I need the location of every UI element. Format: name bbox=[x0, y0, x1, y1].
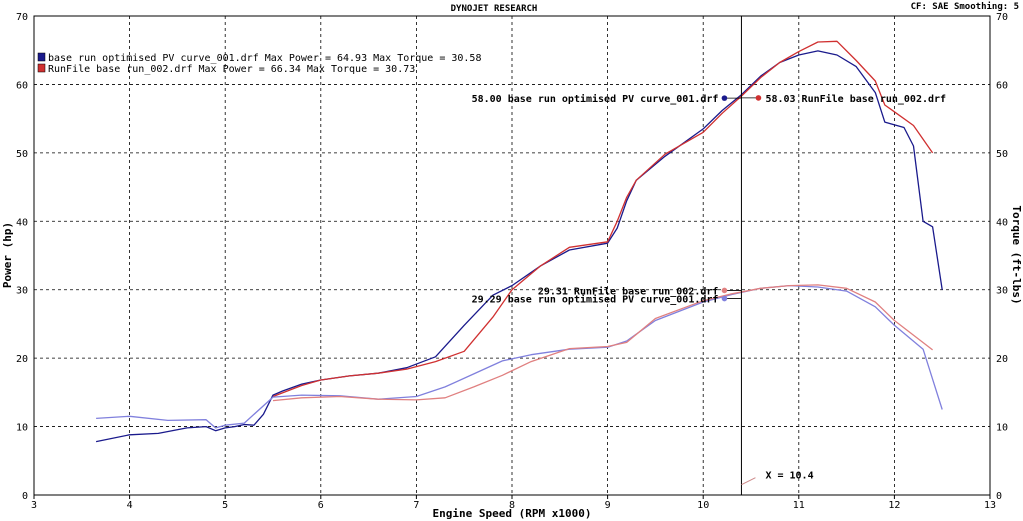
x-axis-label: Engine Speed (RPM x1000) bbox=[433, 507, 592, 520]
x-tick-label: 9 bbox=[605, 500, 611, 511]
y-tick-label-left: 0 bbox=[22, 491, 28, 502]
x-tick-label: 13 bbox=[984, 500, 996, 511]
x-tick-label: 7 bbox=[413, 500, 419, 511]
chart-settings: CF: SAE Smoothing: 5 bbox=[911, 1, 1019, 12]
y-tick-label-left: 70 bbox=[16, 12, 28, 23]
plot-area bbox=[33, 15, 991, 496]
y-tick-label-right: 50 bbox=[996, 149, 1008, 160]
readout-text: 29.31 RunFile base run_002.drf bbox=[538, 285, 719, 297]
readout-marker bbox=[721, 287, 728, 294]
y-tick-label-left: 10 bbox=[16, 423, 28, 434]
y-tick-label-left: 30 bbox=[16, 286, 28, 297]
y-tick-label-right: 10 bbox=[996, 423, 1008, 434]
readout-marker bbox=[721, 295, 728, 302]
y-tick-label-right: 20 bbox=[996, 354, 1008, 365]
x-tick-label: 8 bbox=[509, 500, 515, 511]
legend: base run optimised PV curve_001.drf Max … bbox=[37, 52, 481, 75]
y-tick-label-left: 60 bbox=[16, 80, 28, 91]
y-tick-label-right: 0 bbox=[996, 491, 1002, 502]
x-tick-label: 3 bbox=[31, 500, 37, 511]
series-line-torque-base-run bbox=[96, 284, 943, 429]
legend-swatch bbox=[37, 63, 46, 73]
series-lines bbox=[95, 40, 943, 443]
series-line-power-base-run bbox=[95, 50, 943, 443]
x-tick-label: 4 bbox=[127, 500, 133, 511]
x-tick-label: 12 bbox=[888, 500, 900, 511]
x-tick-label: 10 bbox=[697, 500, 709, 511]
cursor-label: X = 10.4 bbox=[765, 471, 813, 482]
chart-title: DYNOJET RESEARCH bbox=[451, 4, 538, 14]
y-tick-label-right: 60 bbox=[996, 80, 1008, 91]
y-axis-label-right: Torque (ft-lbs) bbox=[1010, 205, 1023, 304]
y-tick-label-right: 30 bbox=[996, 286, 1008, 297]
y-tick-label-left: 40 bbox=[16, 217, 28, 228]
readout-text: 58.03 RunFile base run_002.drf bbox=[765, 93, 946, 105]
x-tick-label: 5 bbox=[222, 500, 228, 511]
y-tick-label-left: 50 bbox=[16, 149, 28, 160]
series-line-torque-runfile bbox=[272, 284, 933, 402]
grid bbox=[33, 16, 991, 499]
x-tick-label: 11 bbox=[793, 500, 805, 511]
y-axis-label-left: Power (hp) bbox=[1, 222, 14, 288]
cursor-pointer bbox=[741, 477, 756, 486]
readout-text: 58.00 base run optimised PV curve_001.dr… bbox=[472, 93, 719, 105]
x-tick-label: 6 bbox=[318, 500, 324, 511]
readout-marker bbox=[721, 95, 728, 101]
y-tick-label-right: 70 bbox=[996, 12, 1008, 23]
legend-entry: RunFile base run_002.drf Max Power = 66.… bbox=[48, 64, 415, 75]
cursor: X = 10.4 58.00 base run optimised PV curv… bbox=[472, 16, 946, 495]
readout-text: 29.29 base run optimised PV curve_001.dr… bbox=[472, 294, 719, 306]
y-tick-label-right: 40 bbox=[996, 217, 1008, 228]
legend-swatch bbox=[37, 52, 46, 62]
series-line-power-runfile bbox=[272, 40, 934, 398]
legend-entry: base run optimised PV curve_001.drf Max … bbox=[48, 53, 481, 64]
readout-marker bbox=[755, 95, 762, 101]
y-tick-label-left: 20 bbox=[16, 354, 28, 365]
